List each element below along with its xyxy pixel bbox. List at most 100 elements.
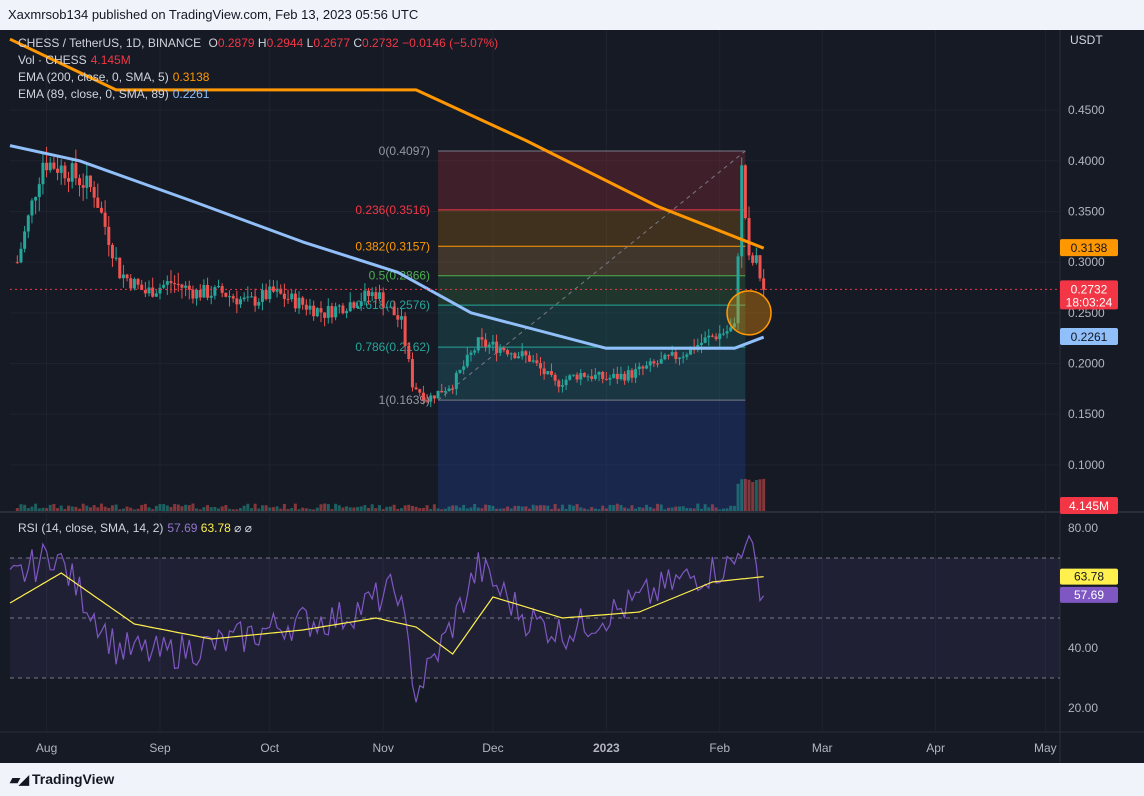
candle-body [63,165,67,179]
volume-bar [151,509,155,511]
chart-canvas[interactable]: 0.4500 0.4000 0.3500 0.3000 0.2500 0.2000 0.15… [0,30,1144,763]
volume-bar [615,503,619,511]
candle-body [762,278,766,290]
candle-body [26,215,30,232]
legend-o-label: O [208,36,218,50]
volume-bar [604,508,608,511]
legend-ema89[interactable]: EMA (89, close, 0, SMA, 89) 0.2261 [18,87,209,101]
candle-body [107,226,111,245]
candle-body [407,345,411,360]
volume-bar [147,507,151,511]
volume-bar [447,506,451,511]
candle-body [630,370,634,378]
volume-bar [195,508,199,511]
volume-bar [158,504,162,511]
candle-body [246,296,250,298]
volume-bar [517,505,521,511]
volume-bar [114,504,118,511]
fib-zone [438,275,746,306]
candle-body [169,281,173,284]
volume-bar [26,508,30,511]
candle-body [480,337,484,340]
volume-bar [670,507,674,511]
legend-volume[interactable]: Vol · CHESS 4.145M [18,53,131,67]
volume-bar [367,507,371,511]
ema89-line [9,144,765,350]
candle-body [645,365,649,369]
price-tick-label: 0.1000 [1068,458,1105,472]
volume-bar [74,506,78,511]
legend-rsi[interactable]: RSI (14, close, SMA, 14, 2) 57.69 63.78 ⌀… [18,521,252,535]
fib-level-label: 0.236(0.3516) [355,203,430,217]
volume-bar [282,503,286,511]
candle-body [275,288,279,292]
volume-bar [652,508,656,511]
candle-body [41,162,45,185]
volume-bar [575,504,579,511]
candle-body [67,178,71,182]
tradingview-logo[interactable]: ▰◢ TradingView [10,771,114,788]
volume-bar [279,508,283,511]
candle-body [754,255,758,263]
candle-body [147,287,151,294]
currency-label: USDT [1070,33,1103,47]
volume-bar [88,507,92,511]
volume-bar [721,508,725,511]
volume-bar [191,503,195,511]
volume-bar [330,509,334,511]
candle-body [597,371,601,375]
volume-bar [45,508,49,511]
volume-bar [396,508,400,511]
candle-body [85,175,89,188]
volume-bar [312,509,316,511]
candle-body [612,373,616,378]
volume-label: Vol · CHESS [18,53,87,67]
volume-bar [487,504,491,511]
volume-bar [341,507,345,511]
volume-bar [180,506,184,511]
volume-bar [78,508,82,511]
candle-body [538,363,542,369]
time-tick-label: Aug [36,741,57,755]
volume-bar [315,507,319,511]
candle-body [19,248,23,263]
volume-bar [659,504,663,511]
volume-bar [301,507,305,511]
candle-body [667,354,671,356]
price-tag: 0.2732 [1071,282,1108,296]
legend-ema200[interactable]: EMA (200, close, 0, SMA, 5) 0.3138 [18,70,209,84]
volume-bar [121,508,125,511]
volume-bar [707,507,711,511]
candle-body [129,278,133,289]
chart-area[interactable]: 0.4500 0.4000 0.3500 0.3000 0.2500 0.2000 0.15… [0,30,1144,763]
volume-bar [509,508,513,511]
volume-bar [601,505,605,511]
volume-bar [132,509,136,511]
volume-bar [337,505,341,511]
candle-body [286,298,290,300]
volume-bar [520,506,524,511]
volume-bar [418,508,422,511]
candle-body [359,301,363,306]
volume-bar [213,506,217,511]
volume-bar [630,505,634,511]
candle-body [297,297,301,309]
volume-bar [546,505,550,511]
candle-body [125,274,129,279]
candle-body [487,344,491,347]
volume-bar [37,508,41,511]
candle-body [725,331,729,334]
rsi-sma-tag: 63.78 [1074,570,1104,584]
candle-body [253,296,257,306]
candle-body [626,370,630,381]
candle-body [502,347,506,351]
volume-bar [465,508,469,511]
candle-body [334,306,338,318]
volume-bar [462,504,466,511]
volume-bar [714,507,718,511]
volume-bar [579,507,583,511]
candle-body [363,290,367,302]
ema89-tag-bg [1060,328,1118,346]
volume-bar [542,505,546,511]
legend-symbol[interactable]: CHESS / TetherUS, 1D, BINANCE [18,36,202,50]
